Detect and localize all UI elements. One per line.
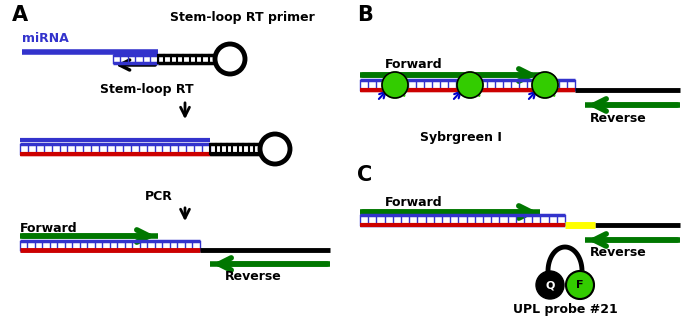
Text: UPL probe #21: UPL probe #21 xyxy=(512,304,617,317)
Text: Forward: Forward xyxy=(20,222,77,234)
Text: Reverse: Reverse xyxy=(590,112,647,126)
Text: F: F xyxy=(576,280,584,290)
Text: Reverse: Reverse xyxy=(590,246,647,259)
Text: A: A xyxy=(12,5,28,25)
Text: Sybrgreen I: Sybrgreen I xyxy=(420,130,502,143)
Circle shape xyxy=(536,271,564,299)
Circle shape xyxy=(532,72,558,98)
Text: Reverse: Reverse xyxy=(225,270,282,284)
Text: Stem-loop RT primer: Stem-loop RT primer xyxy=(170,12,314,25)
Text: Forward: Forward xyxy=(385,195,443,209)
Text: B: B xyxy=(357,5,373,25)
Text: PCR: PCR xyxy=(145,190,173,203)
Text: C: C xyxy=(357,165,372,185)
Circle shape xyxy=(457,72,483,98)
Text: Stem-loop RT: Stem-loop RT xyxy=(100,84,194,97)
Text: Forward: Forward xyxy=(385,58,443,71)
Circle shape xyxy=(382,72,408,98)
Text: miRNA: miRNA xyxy=(22,32,68,45)
Circle shape xyxy=(566,271,594,299)
Text: Q: Q xyxy=(545,280,555,290)
